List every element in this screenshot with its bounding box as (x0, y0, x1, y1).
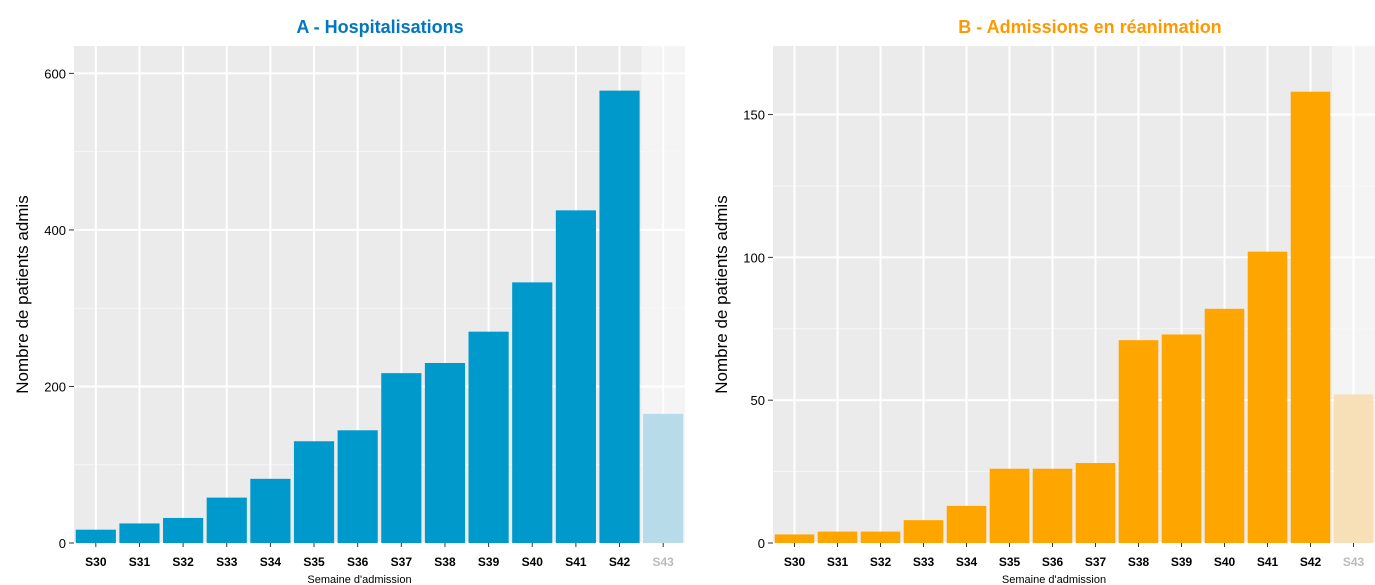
x-tick-label-s36: S36 (347, 555, 369, 569)
bar-s40 (512, 282, 553, 543)
bar-s38 (1118, 340, 1159, 543)
x-tick-label-s30: S30 (784, 555, 806, 569)
bar-s32 (860, 531, 901, 543)
x-tick-label-s42: S42 (609, 555, 631, 569)
x-tick-label-s32: S32 (870, 555, 892, 569)
y-tick-label: 600 (44, 66, 66, 81)
x-axis-label: Semaine d'admission (307, 574, 411, 585)
x-tick-label-s39: S39 (478, 555, 500, 569)
bar-s35 (293, 441, 335, 543)
x-tick-label-s34: S34 (956, 555, 978, 569)
x-tick-label-s40: S40 (1214, 555, 1236, 569)
x-tick-label-s37: S37 (1085, 555, 1107, 569)
x-tick-label-s42: S42 (1300, 555, 1322, 569)
bar-s37 (1075, 463, 1116, 543)
bar-s38 (424, 362, 466, 543)
bar-s41 (1247, 251, 1288, 544)
y-tick-label: 200 (44, 379, 66, 394)
x-tick-label-s31: S31 (827, 555, 849, 569)
x-tick-label-s32: S32 (172, 555, 194, 569)
bar-s31 (119, 523, 160, 543)
bar-s34 (946, 505, 987, 543)
bar-s42 (1290, 91, 1331, 544)
bar-s30 (774, 534, 815, 543)
x-tick-label-s33: S33 (913, 555, 935, 569)
bar-s35 (989, 468, 1030, 543)
bar-s39 (1161, 334, 1202, 543)
bar-s33 (903, 520, 944, 543)
y-axis-label: Nombre de patients admis (13, 195, 32, 393)
bar-s31 (817, 531, 858, 543)
x-tick-label-s40: S40 (522, 555, 544, 569)
x-tick-label-s35: S35 (303, 555, 325, 569)
x-tick-label-s41: S41 (1257, 555, 1279, 569)
x-tick-label-s38: S38 (1128, 555, 1150, 569)
x-tick-label-s43: S43 (1343, 555, 1365, 569)
x-tick-label-s38: S38 (434, 555, 456, 569)
chart-panel-reanimation: B - Admissions en réanimation 0 50 100 150 S3… (712, 17, 1375, 585)
x-tick-label-s39: S39 (1171, 555, 1193, 569)
y-tick-label: 400 (44, 223, 66, 238)
x-tick-label-s36: S36 (1042, 555, 1064, 569)
bar-s41 (555, 210, 596, 544)
bar-s42 (599, 90, 640, 543)
bar-s43 (1333, 394, 1374, 543)
chart-panel-hospitalisations: A - Hospitalisations 0 200 400 600 S30 S31 S32 S… (13, 17, 685, 585)
chart-title: A - Hospitalisations (296, 17, 463, 37)
x-tick-label-s31: S31 (129, 555, 151, 569)
x-tick-label-s33: S33 (216, 555, 238, 569)
bar-s34 (250, 478, 291, 543)
x-tick-label-s41: S41 (565, 555, 587, 569)
y-axis-label: Nombre de patients admis (712, 195, 731, 393)
bar-s40 (1204, 308, 1245, 543)
y-tick-label: 0 (758, 536, 765, 551)
x-axis-label: Semaine d'admission (1002, 574, 1106, 585)
bar-s37 (381, 373, 422, 543)
bar-s36 (1032, 468, 1073, 543)
bar-s43 (643, 413, 684, 543)
bar-s33 (206, 497, 247, 543)
bar-s36 (337, 430, 378, 543)
bar-s30 (75, 529, 116, 543)
x-tick-label-s30: S30 (85, 555, 107, 569)
x-tick-label-s43: S43 (652, 555, 674, 569)
x-tick-label-s37: S37 (391, 555, 413, 569)
y-tick-label: 0 (59, 536, 66, 551)
chart-title: B - Admissions en réanimation (958, 17, 1221, 37)
y-tick-label: 50 (751, 393, 765, 408)
y-tick-label: 150 (743, 108, 765, 123)
y-tick-label: 100 (743, 250, 765, 265)
bar-s32 (163, 517, 204, 543)
x-tick-label-s35: S35 (999, 555, 1021, 569)
bar-s39 (468, 331, 509, 543)
x-tick-label-s34: S34 (260, 555, 282, 569)
